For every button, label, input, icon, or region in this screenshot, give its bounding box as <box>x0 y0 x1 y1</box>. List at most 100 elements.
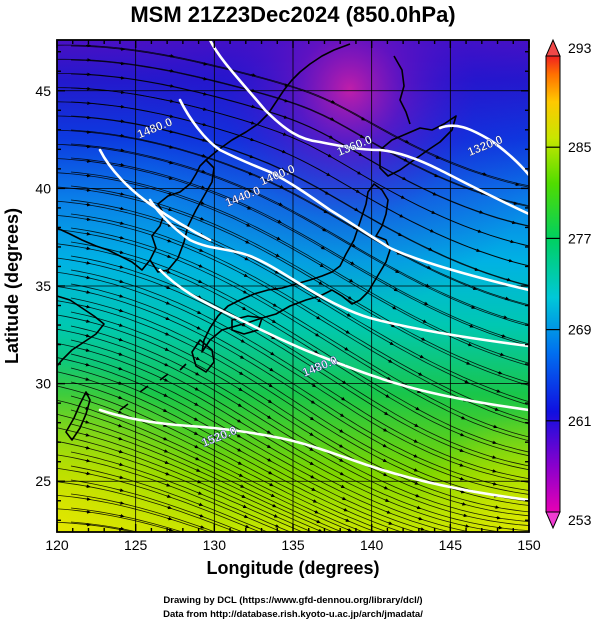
x-tick-label: 145 <box>439 537 463 553</box>
geopotential-contours <box>98 40 529 502</box>
streamline <box>57 143 529 327</box>
y-axis-title: Latitude (degrees) <box>2 208 22 364</box>
streamline <box>70 101 529 267</box>
streamline <box>57 328 529 526</box>
streamline <box>70 325 529 522</box>
streamline <box>70 143 529 325</box>
coastline-hokkaido <box>379 115 457 177</box>
streamline-arrow <box>276 536 280 538</box>
streamline <box>57 243 529 457</box>
streamline <box>70 311 529 513</box>
streamline <box>70 493 217 532</box>
contour-1480b <box>158 268 529 412</box>
streamline-arrow <box>246 536 250 537</box>
y-tick-labels: 25 30 35 40 45 <box>35 83 51 489</box>
x-tick-label: 130 <box>203 537 227 553</box>
colorbar-ticks: 293 285 277 269 261 253 <box>546 40 592 528</box>
streamline <box>57 413 344 532</box>
x-tick-label: 140 <box>360 537 384 553</box>
streamline <box>57 215 529 425</box>
streamline <box>57 521 135 532</box>
streamline <box>70 73 529 227</box>
streamline <box>57 454 283 532</box>
contour-1360 <box>208 40 529 216</box>
streamline <box>70 283 529 491</box>
streamline <box>70 409 355 532</box>
streamline <box>57 371 417 532</box>
streamline <box>70 129 529 306</box>
streamline <box>70 45 529 188</box>
colorbar-max-triangle <box>545 38 561 57</box>
streamline <box>70 227 529 438</box>
y-tick-label: 35 <box>35 278 51 294</box>
streamline <box>57 342 505 532</box>
colorbar-label: 269 <box>568 322 592 338</box>
axis-ticks <box>56 40 530 532</box>
colorbar-scale <box>545 55 561 513</box>
streamline <box>57 494 211 532</box>
streamline-arrow <box>422 538 426 539</box>
colorbar-label: 253 <box>568 512 592 528</box>
streamline-arrow <box>349 538 353 540</box>
streamline <box>70 381 403 532</box>
x-tick-label: 120 <box>45 537 69 553</box>
coastline-kyushu <box>191 339 215 373</box>
streamline-arrow <box>320 539 324 541</box>
streamline <box>57 357 452 532</box>
streamline <box>70 185 529 383</box>
streamline <box>57 257 529 471</box>
streamline <box>57 385 389 532</box>
streamline <box>70 479 244 532</box>
chart-title: MSM 21Z23Dec2024 (850.0hPa) <box>130 2 455 27</box>
streamline <box>70 423 335 532</box>
y-tick-label: 25 <box>35 473 51 489</box>
wind-streamlines <box>57 43 529 541</box>
colorbar: 293 285 277 269 261 253 <box>545 38 592 530</box>
streamline <box>70 157 529 345</box>
coastline-taiwan <box>65 391 91 441</box>
streamline-arrow <box>168 540 172 541</box>
streamline <box>70 59 529 208</box>
colorbar-label: 293 <box>568 40 592 56</box>
streamline <box>70 451 292 532</box>
streamline <box>70 395 378 532</box>
contour-1480a <box>98 148 212 242</box>
streamline <box>70 507 184 532</box>
credit-data: Data from http://database.rish.kyoto-u.a… <box>163 609 423 620</box>
coastline-japan-main <box>201 183 391 353</box>
coastline-shikoku <box>231 315 263 335</box>
colorbar-label: 261 <box>568 413 592 429</box>
streamline <box>70 255 529 467</box>
streamline-arrow <box>466 536 470 537</box>
streamline <box>57 467 261 532</box>
streamline <box>70 115 529 286</box>
streamline <box>70 353 473 532</box>
coastline-korea <box>149 159 215 273</box>
streamline <box>70 87 529 247</box>
coastlines <box>57 43 457 441</box>
streamline <box>57 314 529 517</box>
x-axis-title: Longitude (degrees) <box>206 558 379 578</box>
colorbar-label: 277 <box>568 230 592 246</box>
streamline <box>57 229 529 442</box>
contour-1520 <box>98 408 529 502</box>
streamline <box>70 437 313 532</box>
y-tick-label: 30 <box>35 376 51 392</box>
streamline <box>70 339 529 532</box>
x-tick-label: 135 <box>281 537 305 553</box>
contour-1440 <box>148 198 529 348</box>
streamline <box>70 241 529 453</box>
contour-1320 <box>438 124 529 177</box>
streamline <box>70 521 140 532</box>
colorbar-label: 285 <box>568 139 592 155</box>
contour-1400 <box>178 98 529 292</box>
streamline <box>57 508 179 532</box>
streamline <box>57 271 529 483</box>
streamline <box>70 297 529 502</box>
coastline-sakhalin <box>393 55 411 125</box>
x-tick-labels: 120 125 130 135 140 145 150 <box>45 537 541 553</box>
streamline <box>57 481 238 532</box>
streamline <box>57 186 529 386</box>
